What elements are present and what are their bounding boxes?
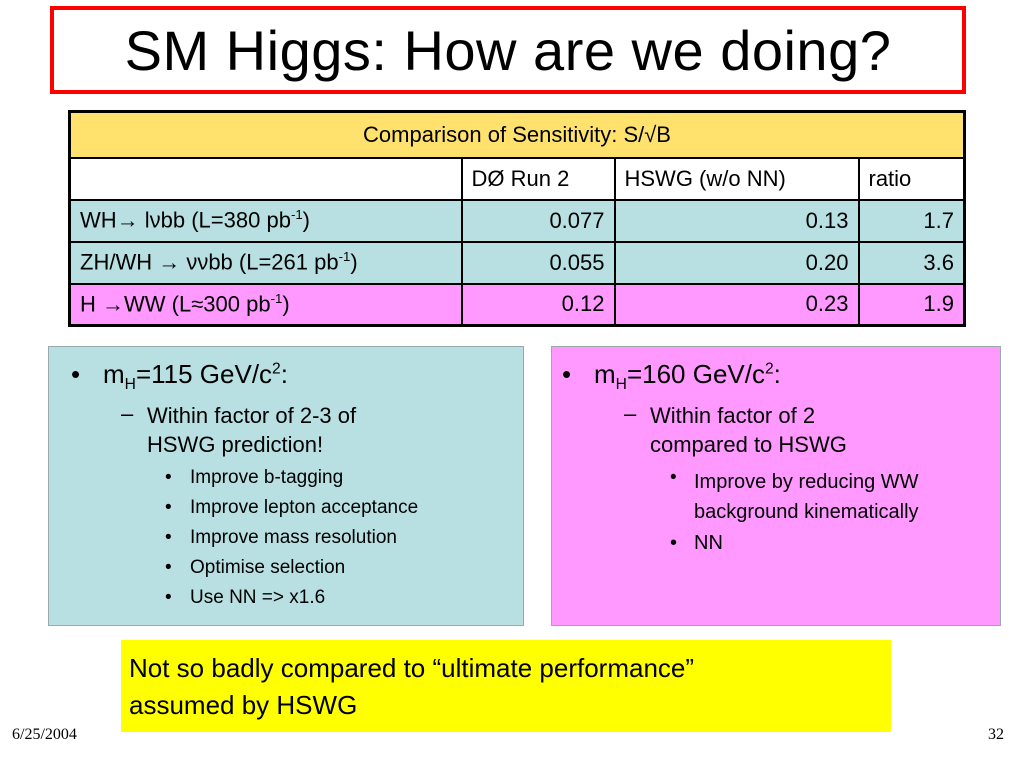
list-item: • Optimise selection [165,557,346,578]
table-caption-row: Comparison of Sensitivity: S/√B [68,110,966,159]
d0-value: 0.055 [460,240,616,285]
col-header-ratio: ratio [857,156,966,201]
bullet-icon: • [165,557,172,578]
slide-title: SM Higgs: How are we doing? [124,18,892,82]
channel-cell: ZH/WH → ννbb (L=261 pb-1) [68,240,463,285]
footer-date: 6/25/2004 [12,726,77,743]
list-item: • Improve mass resolution [165,527,397,548]
bullet-icon: • [165,587,172,608]
table-row: ZH/WH → ννbb (L=261 pb-1) 0.055 0.20 3.6 [68,240,966,285]
hswg-value: 0.13 [613,198,860,243]
bullet-icon: • [670,467,677,488]
hswg-value: 0.23 [613,282,860,327]
table-header-row: DØ Run 2 HSWG (w/o NN) ratio [68,156,966,201]
conclusion-note: Not so badly compared to “ultimate perfo… [121,640,891,732]
table-caption: Comparison of Sensitivity: S/√B [68,110,966,159]
bullet-icon: • [165,497,172,518]
dash-icon: – [624,401,637,426]
bullet-icon: • [562,359,572,389]
bullet-icon: • [165,467,172,488]
panel-mh160: • mH=160 GeV/c2: – Within factor of 2 com… [551,346,1001,626]
page-number: 32 [988,726,1004,743]
table-row: WH→ lνbb (L=380 pb-1) 0.077 0.13 1.7 [68,198,966,243]
sub-point: – Within factor of 2 compared to HSWG [624,401,847,457]
d0-value: 0.077 [460,198,616,243]
list-item: • Improve b-tagging [165,467,344,488]
d0-value: 0.12 [460,282,616,327]
sub-point: – Within factor of 2-3 of HSWG prediction… [121,401,357,457]
channel-cell: WH→ lνbb (L=380 pb-1) [68,198,463,243]
ratio-value: 1.9 [857,282,966,327]
panel-mh115: • mH=115 GeV/c2: – Within factor of 2-3 … [48,346,524,626]
hswg-value: 0.20 [613,240,860,285]
note-line: Not so badly compared to “ultimate perfo… [129,653,695,683]
list-item: • Improve lepton acceptance [165,497,419,518]
sensitivity-table: Comparison of Sensitivity: S/√B DØ Run 2… [68,110,966,327]
ratio-value: 1.7 [857,198,966,243]
list-item: • Use NN => x1.6 [165,587,326,608]
panel-heading: • mH=115 GeV/c2: [71,359,288,394]
ratio-value: 3.6 [857,240,966,285]
channel-cell: H →WW (L≈300 pb-1) [68,282,463,327]
table-row: H →WW (L≈300 pb-1) 0.12 0.23 1.9 [68,282,966,327]
dash-icon: – [121,401,134,426]
col-header-channel [68,156,463,201]
note-line: assumed by HSWG [129,690,358,720]
bullet-icon: • [71,359,81,389]
title-box: SM Higgs: How are we doing? [50,6,966,94]
col-header-hswg: HSWG (w/o NN) [613,156,860,201]
col-header-d0: DØ Run 2 [460,156,616,201]
list-item: • NN [670,532,723,554]
bullet-icon: • [165,527,172,548]
bullet-icon: • [670,532,678,554]
list-item: • Improve by reducing WW background kinem… [670,467,919,527]
panel-heading: • mH=160 GeV/c2: [562,359,781,394]
